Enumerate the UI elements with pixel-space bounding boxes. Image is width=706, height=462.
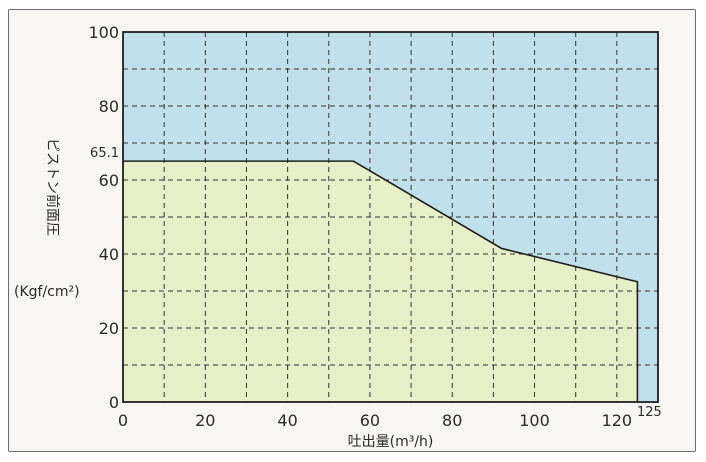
y-axis-label: ピストン前面圧 xyxy=(44,138,61,236)
x-tick-label: 120 xyxy=(602,411,633,430)
x-tick-label: 100 xyxy=(519,411,550,430)
y-tick-label: 40 xyxy=(99,245,119,264)
plot-border xyxy=(122,31,659,403)
y-axis-unit: (Kgf/cm²) xyxy=(14,284,80,300)
grid xyxy=(123,32,658,402)
tick-labels: 0 20 40 60 80 100 120 0 20 40 60 80 100 xyxy=(88,23,632,430)
boundary-line xyxy=(123,160,639,402)
x-tick-label: 80 xyxy=(442,411,462,430)
x-tick-label: 0 xyxy=(118,411,128,430)
x-tick-label: 60 xyxy=(360,411,380,430)
y-tick-label: 80 xyxy=(99,97,119,116)
y-tick-label: 20 xyxy=(99,319,119,338)
y-annotation-65.1: 65.1 xyxy=(90,146,119,161)
x-tick-label: 40 xyxy=(277,411,297,430)
x-axis-label: 吐出量(m³/h) xyxy=(348,434,434,450)
x-tick-label: 20 xyxy=(195,411,215,430)
y-tick-label: 60 xyxy=(99,171,119,190)
operating-area xyxy=(123,161,638,402)
y-tick-label: 100 xyxy=(88,23,119,42)
y-tick-label: 0 xyxy=(109,393,119,412)
x-annotation-125: 125 xyxy=(637,405,662,420)
